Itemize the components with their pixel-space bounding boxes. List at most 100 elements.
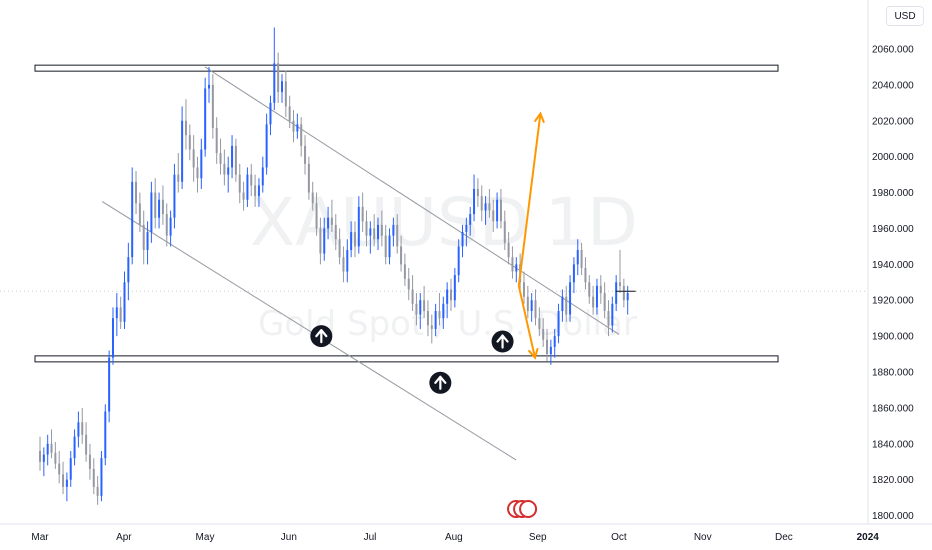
candle-body	[438, 311, 441, 319]
candle-body	[65, 479, 68, 487]
candle-body	[58, 463, 61, 475]
candle-body	[415, 303, 418, 315]
candle-body	[465, 224, 468, 233]
x-tick-label: Oct	[611, 532, 627, 543]
candle-body	[323, 228, 326, 254]
candle-body	[622, 285, 625, 301]
candle-body	[580, 249, 583, 268]
candle-body	[327, 217, 330, 229]
candle-body	[334, 224, 337, 240]
candle-body	[92, 468, 95, 487]
candle-body	[108, 357, 111, 412]
candle-body	[342, 257, 345, 272]
x-tick-label: Jul	[364, 532, 377, 543]
candle-body	[480, 196, 483, 211]
candle-body	[123, 282, 126, 322]
candle-body	[461, 232, 464, 247]
candle-body	[403, 264, 406, 279]
candle-body	[119, 307, 122, 322]
candle-body	[158, 199, 161, 218]
candle-body	[192, 149, 195, 168]
candle-body	[338, 239, 341, 258]
candle-body	[396, 224, 399, 247]
candle-body	[453, 275, 456, 301]
y-tick-label: 1880.000	[872, 368, 914, 379]
candle-body	[619, 282, 622, 286]
candle-body	[511, 257, 514, 272]
candle-body	[284, 81, 287, 107]
candle-body	[423, 300, 426, 312]
candle-body	[400, 246, 403, 265]
up-arrow-marker	[310, 325, 333, 348]
x-tick-label: Nov	[694, 532, 712, 543]
channel-upper-line[interactable]	[204, 66, 620, 335]
candle-body	[457, 246, 460, 276]
candle-body	[277, 63, 280, 93]
candle-body	[280, 81, 283, 93]
candle-body	[426, 311, 429, 326]
candle-body	[73, 436, 76, 459]
arrowhead	[528, 348, 539, 360]
candle-body	[307, 163, 310, 193]
projection-line	[517, 113, 542, 287]
y-tick-label: 2060.000	[872, 45, 914, 56]
candle-body	[96, 486, 99, 496]
candle-body	[208, 84, 211, 89]
candle-body	[200, 149, 203, 179]
projection-line	[517, 285, 536, 358]
candle-body	[111, 318, 114, 358]
candle-body	[384, 235, 387, 258]
arrow-up-icon	[496, 334, 509, 349]
candle-body	[499, 199, 502, 222]
candle-body	[615, 282, 618, 304]
trend-lines[interactable]	[34, 64, 779, 461]
candle-body	[572, 264, 575, 283]
channel-lower-line[interactable]	[101, 201, 517, 461]
candle-body	[469, 214, 472, 225]
candle-body	[219, 153, 222, 164]
candlestick-series	[39, 27, 629, 505]
candle-body	[234, 145, 237, 175]
support-band[interactable]	[34, 355, 779, 363]
x-tick-label: Apr	[116, 532, 132, 543]
candle-body	[576, 249, 579, 265]
candle-body	[549, 346, 552, 355]
candle-body	[150, 192, 153, 233]
candle-body	[100, 458, 103, 496]
projection-up-arrow	[517, 111, 545, 287]
candle-body	[373, 228, 376, 240]
y-tick-label: 1840.000	[872, 439, 914, 450]
x-tick-label: Dec	[775, 532, 793, 543]
candle-body	[626, 293, 629, 301]
y-tick-label: 1940.000	[872, 260, 914, 271]
x-tick-label: Sep	[529, 532, 547, 543]
candle-body	[407, 278, 410, 290]
candle-body	[257, 185, 260, 197]
candle-body	[288, 106, 291, 121]
candle-body	[496, 199, 499, 222]
candle-body	[62, 474, 65, 487]
y-tick-label: 1980.000	[872, 188, 914, 199]
candle-body	[476, 188, 479, 197]
y-tick-label: 1800.000	[872, 511, 914, 522]
candle-body	[488, 203, 491, 211]
x-tick-label: Aug	[445, 532, 463, 543]
candle-body	[311, 192, 314, 204]
candle-body	[353, 232, 356, 247]
currency-selector[interactable]: USD	[886, 6, 924, 26]
candle-body	[115, 307, 118, 319]
candle-body	[135, 181, 138, 204]
candle-body	[269, 102, 272, 125]
candle-body	[530, 300, 533, 312]
candle-body	[315, 203, 318, 229]
candle-body	[300, 124, 303, 146]
candle-body	[231, 145, 234, 168]
candle-body	[569, 282, 572, 315]
candle-body	[238, 174, 241, 193]
candle-body	[161, 199, 164, 215]
candle-body	[588, 282, 591, 297]
resistance-band[interactable]	[34, 64, 779, 72]
candle-body	[69, 458, 72, 480]
candle-body	[127, 257, 130, 283]
